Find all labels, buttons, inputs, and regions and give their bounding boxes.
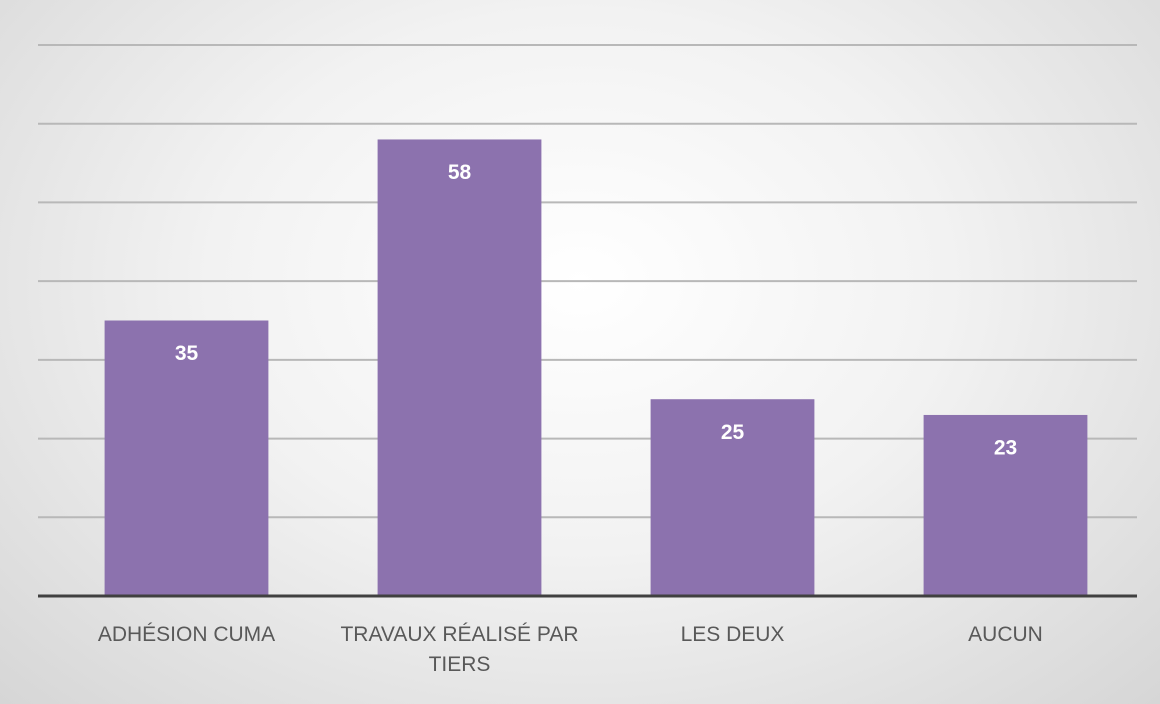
bar: [104, 320, 269, 596]
bar: [377, 139, 542, 596]
value-label: 25: [721, 421, 745, 444]
x-tick-label: ADHÉSION CUMA: [97, 623, 276, 646]
bar: [923, 414, 1088, 596]
value-label: 58: [448, 161, 472, 184]
value-label: 35: [175, 342, 199, 365]
x-tick-label: AUCUN: [968, 623, 1043, 646]
value-label: 23: [994, 437, 1017, 460]
bar: [650, 399, 815, 596]
x-tick-label: TRAVAUX RÉALISÉ PAR TIERS: [340, 623, 579, 676]
x-tick-label: LES DEUX: [680, 623, 785, 646]
